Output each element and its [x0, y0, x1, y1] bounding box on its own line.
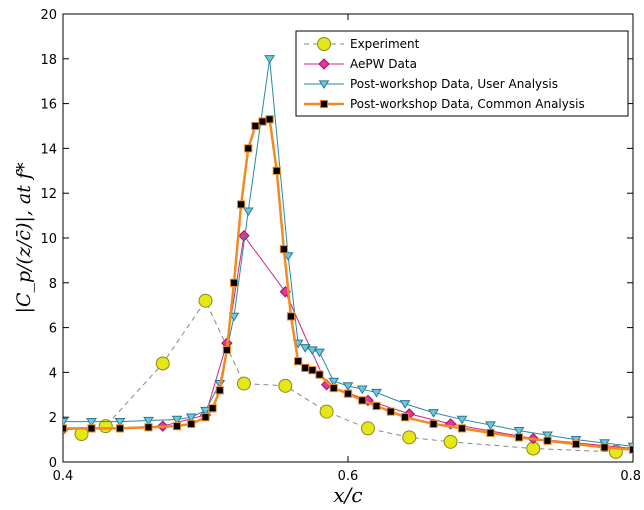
- data-point: [200, 406, 211, 416]
- y-tick-label: 18: [40, 53, 57, 68]
- data-point: [229, 278, 239, 287]
- data-point: [600, 443, 609, 452]
- x-axis-label: x/c: [333, 483, 362, 507]
- data-point: [155, 356, 170, 371]
- data-point: [187, 419, 196, 429]
- data-point: [372, 401, 381, 411]
- data-point: [172, 422, 182, 431]
- data-point: [542, 431, 553, 441]
- data-point: [371, 388, 382, 398]
- data-point: [171, 415, 183, 425]
- legend-swatch-marker: [318, 58, 330, 70]
- data-point: [144, 423, 153, 432]
- y-tick-label: 10: [40, 232, 57, 247]
- legend-label: AePW Data: [350, 57, 417, 71]
- series-line: [81, 299, 616, 453]
- axes-ticks: 0 2 4 6 8 10 12 14 16 18 20 0.4 0.6 0.8: [40, 8, 641, 484]
- legend-label: Post-workshop Data, User Analysis: [350, 77, 558, 91]
- legend-swatch-marker: [318, 80, 330, 89]
- data-point: [314, 348, 325, 358]
- data-point: [328, 377, 340, 387]
- data-point: [308, 366, 317, 375]
- data-point: [628, 445, 633, 454]
- data-point: [279, 245, 288, 254]
- data-point: [356, 385, 368, 395]
- data-point: [399, 400, 411, 409]
- y-tick-label: 8: [49, 277, 57, 292]
- data-point: [215, 386, 224, 395]
- data-point: [87, 424, 96, 433]
- data-point: [360, 421, 375, 436]
- data-point: [251, 121, 260, 131]
- series-3: [63, 115, 633, 454]
- y-tick-label: 6: [49, 322, 57, 337]
- data-point: [236, 376, 251, 391]
- data-point: [258, 117, 267, 126]
- data-point: [114, 418, 126, 427]
- legend-box: [295, 30, 629, 117]
- series-0: [74, 293, 623, 459]
- data-point: [343, 389, 353, 398]
- x-tick-label: 0.8: [620, 469, 641, 484]
- y-tick-label: 16: [40, 98, 57, 113]
- data-point: [143, 416, 154, 426]
- data-point: [242, 207, 254, 217]
- data-point: [264, 55, 276, 64]
- y-axis-label: |C_p/(z/c̄)|, at f*: [13, 162, 35, 313]
- x-tick-label: 0.4: [53, 469, 74, 484]
- legend-swatch-marker: [319, 99, 329, 109]
- data-point: [86, 418, 97, 427]
- data-point: [513, 426, 525, 436]
- data-point: [457, 424, 467, 433]
- data-point: [185, 413, 197, 423]
- data-point: [428, 409, 439, 418]
- data-point: [400, 413, 410, 422]
- data-point: [198, 293, 213, 308]
- data-point: [571, 439, 581, 449]
- data-point: [286, 312, 296, 321]
- data-point: [278, 378, 293, 393]
- data-point: [443, 434, 458, 449]
- legend-label: Post-workshop Data, Common Analysis: [350, 97, 585, 111]
- y-tick-label: 4: [49, 366, 57, 381]
- data-point: [208, 404, 217, 413]
- x-tick-label: 0.6: [338, 469, 359, 484]
- y-tick-label: 0: [49, 456, 57, 471]
- y-tick-label: 14: [40, 142, 57, 157]
- data-point: [301, 363, 310, 373]
- data-point: [244, 144, 253, 153]
- data-point: [386, 407, 395, 416]
- data-point: [543, 436, 552, 445]
- data-point: [237, 200, 246, 209]
- data-point: [485, 421, 496, 431]
- data-point: [329, 383, 338, 393]
- data-point: [358, 396, 367, 405]
- data-point: [315, 370, 324, 379]
- data-point: [272, 166, 281, 175]
- y-tick-label: 20: [40, 8, 57, 23]
- data-point: [201, 413, 210, 422]
- data-point: [63, 418, 69, 427]
- data-point: [319, 404, 334, 419]
- data-point: [514, 433, 524, 442]
- data-point: [265, 115, 274, 124]
- legend-swatch-marker: [317, 37, 331, 51]
- data-point: [222, 345, 231, 355]
- data-point: [282, 252, 294, 261]
- data-point: [342, 382, 354, 391]
- y-tick-label: 2: [49, 411, 57, 426]
- legend-label: Experiment: [350, 37, 420, 51]
- series-2: [63, 55, 633, 452]
- data-point: [63, 424, 68, 433]
- data-point: [402, 430, 417, 445]
- series-layer: [63, 55, 633, 459]
- data-point: [486, 428, 495, 437]
- legend: Experiment AePW Data Post-workshop Data, U…: [295, 30, 629, 117]
- data-point: [115, 424, 125, 433]
- data-point: [429, 419, 438, 429]
- data-point: [456, 415, 468, 425]
- y-tick-label: 12: [40, 187, 57, 202]
- data-point: [294, 357, 303, 366]
